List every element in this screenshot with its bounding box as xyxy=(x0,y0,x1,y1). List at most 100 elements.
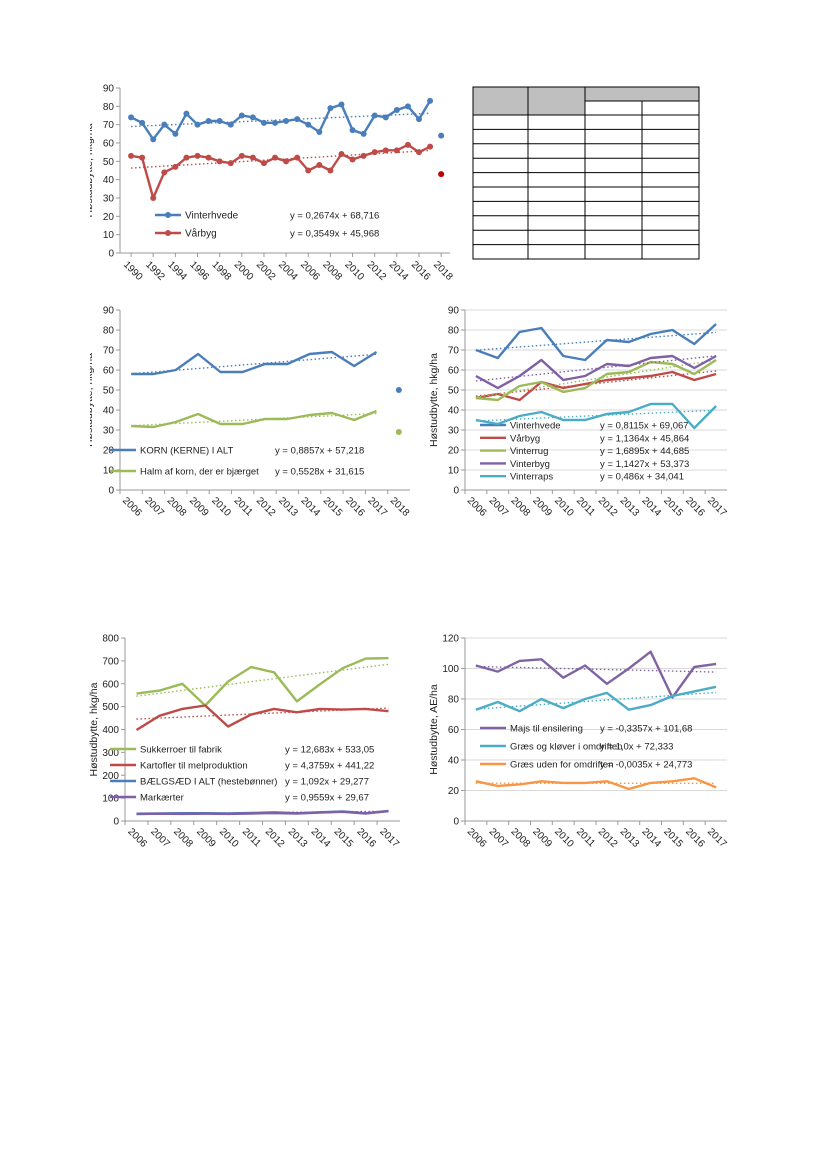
trend-equation: y = 0,2674x + 68,716 xyxy=(290,211,379,222)
legend-label: Vinterhvede xyxy=(185,211,239,222)
x-tick-label: 2010 xyxy=(552,495,576,519)
data-point xyxy=(194,121,201,128)
legend-label: Vårbyg xyxy=(185,228,217,240)
y-tick-label: 20 xyxy=(103,446,115,457)
x-tick-label: 2015 xyxy=(332,826,356,850)
data-point xyxy=(227,160,234,167)
y-tick-label: 40 xyxy=(103,175,115,186)
x-tick-label: 2015 xyxy=(321,495,345,519)
legend-label: Græs og kløver i omdriften xyxy=(510,742,622,753)
data-point xyxy=(415,116,422,123)
y-axis-label: Høstudbytte, hkg/ha xyxy=(88,682,100,776)
data-point-2018 xyxy=(395,429,402,435)
x-tick-label: 2007 xyxy=(487,826,511,850)
trend-equation: y = 12,683x + 533,05 xyxy=(285,745,374,756)
data-point xyxy=(249,154,256,161)
data-point xyxy=(238,152,245,159)
series-line xyxy=(136,809,389,816)
data-point xyxy=(161,121,168,128)
x-tick-label: 2008 xyxy=(320,259,344,283)
trend-equation: y = 0,9559x + 29,67 xyxy=(285,793,369,804)
x-tick-label: 2014 xyxy=(639,495,663,519)
y-tick-label: 60 xyxy=(103,366,115,377)
legend-label: Halm af korn, der er bjærget xyxy=(140,467,259,478)
x-tick-label: 2017 xyxy=(365,495,389,519)
data-point xyxy=(404,103,411,110)
x-tick-label: 2012 xyxy=(365,259,389,283)
legend-label: Græs uden for omdriften xyxy=(510,760,614,771)
data-point xyxy=(349,156,356,163)
data-point xyxy=(338,151,345,157)
y-axis-label: Høstudbytte, hkg/ha xyxy=(90,353,95,447)
y-tick-label: 70 xyxy=(103,346,115,357)
trendline xyxy=(475,331,717,351)
legend-label: Markærter xyxy=(140,793,184,804)
trend-equation: y = 0,486x + 34,041 xyxy=(600,472,684,483)
data-point xyxy=(371,112,378,119)
data-point xyxy=(172,163,179,170)
y-tick-label: 800 xyxy=(102,634,119,645)
y-tick-label: 30 xyxy=(448,426,460,437)
chart-wheat-barley-1990-2017: 0102030405060708090199019921994199619982… xyxy=(90,84,455,284)
x-tick-label: 2011 xyxy=(574,826,597,849)
chart-cereals-by-crop-2006-2017: 0102030405060708090200620072008200920102… xyxy=(428,306,729,520)
legend-label: BÆLGSÆD I ALT (hestebønner) xyxy=(140,777,277,788)
legend-label: Vinterbyg xyxy=(510,459,550,470)
data-point xyxy=(249,114,256,121)
data-point xyxy=(327,105,334,112)
data-point xyxy=(139,154,146,161)
data-point xyxy=(316,129,323,135)
trend-equation: y = 4,3759x + 441,22 xyxy=(285,761,374,772)
series-line xyxy=(136,656,389,707)
data-point xyxy=(260,160,267,167)
data-point xyxy=(216,158,223,165)
data-point xyxy=(338,101,345,108)
data-point xyxy=(128,114,135,121)
x-tick-label: 2008 xyxy=(171,826,195,850)
x-tick-label: 2006 xyxy=(298,259,322,283)
data-point xyxy=(172,130,179,137)
x-tick-label: 2015 xyxy=(661,826,685,850)
y-tick-label: 100 xyxy=(102,794,119,805)
data-point xyxy=(183,110,190,117)
data-point xyxy=(415,149,422,156)
trend-equation: y = 1,0x + 72,333 xyxy=(600,742,673,753)
series-line xyxy=(475,650,717,699)
series-line xyxy=(475,323,717,362)
y-tick-label: 120 xyxy=(442,634,459,645)
x-tick-label: 2009 xyxy=(194,826,218,850)
legend-label: Kartofler til melproduktion xyxy=(140,761,248,772)
data-point-2018 xyxy=(438,132,445,139)
x-tick-label: 2014 xyxy=(387,259,411,283)
x-tick-label: 2011 xyxy=(574,495,597,518)
x-tick-label: 2016 xyxy=(343,495,367,519)
legend-label: Vinterraps xyxy=(510,472,553,483)
series-line xyxy=(131,350,378,376)
y-tick-label: 0 xyxy=(453,817,459,828)
trend-equation: y = 1,6895x + 44,685 xyxy=(600,446,689,457)
y-tick-label: 100 xyxy=(442,664,459,675)
x-tick-label: 2016 xyxy=(409,259,433,283)
data-point xyxy=(272,154,279,161)
y-tick-label: 40 xyxy=(448,756,460,767)
y-tick-label: 70 xyxy=(103,120,115,131)
x-tick-label: 1994 xyxy=(165,259,189,283)
x-tick-label: 2014 xyxy=(298,495,322,519)
data-point xyxy=(382,147,389,154)
data-point xyxy=(371,149,378,156)
trend-equation: y = 1,1364x + 45,864 xyxy=(600,433,689,444)
data-point xyxy=(161,169,168,176)
legend-label: Vinterrug xyxy=(510,446,548,457)
x-tick-label: 2017 xyxy=(705,826,729,850)
data-point xyxy=(305,121,312,128)
trend-equation: y = 1,092x + 29,277 xyxy=(285,777,369,788)
y-tick-label: 20 xyxy=(448,786,460,797)
y-tick-label: 400 xyxy=(102,725,119,736)
y-tick-label: 80 xyxy=(448,695,460,706)
x-tick-label: 2013 xyxy=(276,495,300,519)
x-tick-label: 2016 xyxy=(355,826,379,850)
data-point xyxy=(316,162,323,168)
y-tick-label: 0 xyxy=(113,817,119,828)
x-tick-label: 2004 xyxy=(276,259,300,283)
data-point xyxy=(227,121,234,128)
